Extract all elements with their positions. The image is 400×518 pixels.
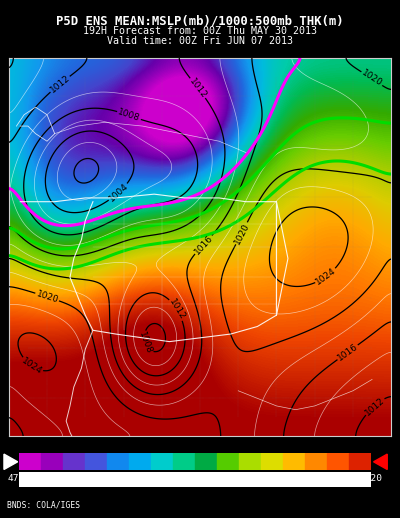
Bar — [63, 453, 85, 470]
Text: 1012: 1012 — [187, 76, 208, 100]
Polygon shape — [4, 454, 18, 469]
Text: Valid time: 00Z Fri JUN 07 2013: Valid time: 00Z Fri JUN 07 2013 — [107, 36, 293, 46]
Bar — [349, 453, 371, 470]
Bar — [19, 453, 41, 470]
Bar — [129, 453, 151, 470]
Text: P5D ENS MEAN:MSLP(mb)/1000:500mb THK(m): P5D ENS MEAN:MSLP(mb)/1000:500mb THK(m) — [56, 15, 344, 27]
Text: 192H Forecast from: 00Z Thu MAY 30 2013: 192H Forecast from: 00Z Thu MAY 30 2013 — [83, 26, 317, 36]
Text: 5460: 5460 — [242, 474, 265, 483]
Text: 1020: 1020 — [360, 68, 384, 89]
Polygon shape — [374, 454, 387, 469]
Bar — [41, 453, 63, 470]
Text: 1012: 1012 — [363, 395, 386, 417]
Bar — [107, 453, 129, 470]
Text: 5580: 5580 — [282, 474, 304, 483]
Text: 1016: 1016 — [192, 233, 214, 256]
Text: 4860: 4860 — [47, 474, 70, 483]
Bar — [173, 453, 195, 470]
Text: 5220: 5220 — [164, 474, 187, 483]
Bar — [217, 453, 239, 470]
Text: 1004: 1004 — [107, 181, 130, 204]
Text: 1008: 1008 — [137, 330, 154, 355]
Bar — [327, 453, 349, 470]
Text: 1020: 1020 — [232, 221, 251, 246]
Bar — [195, 453, 217, 470]
Text: 1012: 1012 — [48, 74, 72, 95]
Bar — [85, 453, 107, 470]
Text: 5820: 5820 — [360, 474, 383, 483]
Text: 1012: 1012 — [167, 297, 187, 322]
Bar — [239, 453, 261, 470]
Text: 4740: 4740 — [8, 474, 31, 483]
Text: 1020: 1020 — [35, 289, 60, 305]
Bar — [283, 453, 305, 470]
Text: 5700: 5700 — [320, 474, 344, 483]
Text: 1024: 1024 — [20, 356, 44, 376]
Text: 5340: 5340 — [203, 474, 226, 483]
Text: BNDS: COLA/IGES: BNDS: COLA/IGES — [7, 500, 80, 509]
Text: 1016: 1016 — [336, 342, 360, 363]
Text: 5100: 5100 — [125, 474, 148, 483]
Text: 1008: 1008 — [117, 108, 141, 123]
Text: 1024: 1024 — [314, 266, 338, 287]
Bar — [261, 453, 283, 470]
Text: 4980: 4980 — [86, 474, 109, 483]
Bar — [305, 453, 327, 470]
Bar — [151, 453, 173, 470]
